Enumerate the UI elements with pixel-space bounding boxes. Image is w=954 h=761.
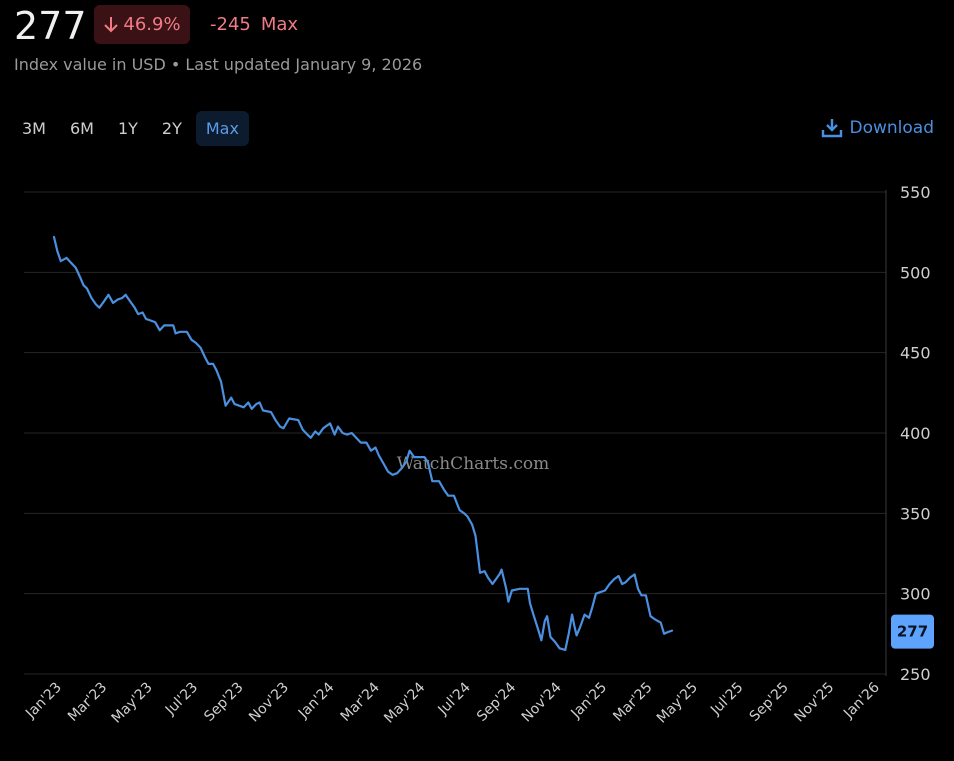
y-tick-label: 250 bbox=[900, 665, 931, 684]
x-tick-label: May'25 bbox=[654, 680, 701, 727]
chart-gridlines bbox=[24, 191, 886, 675]
y-axis-ticks: 550 500 450 400 350 300 250 bbox=[900, 183, 931, 684]
y-tick-label: 300 bbox=[900, 585, 931, 604]
x-tick-label: Jul'23 bbox=[162, 680, 201, 719]
current-value: 277 bbox=[14, 4, 87, 48]
y-tick-label: 500 bbox=[900, 263, 931, 282]
download-button[interactable]: Download bbox=[821, 117, 934, 139]
watermark: WatchCharts.com bbox=[397, 454, 550, 474]
absolute-change: -245 Max bbox=[210, 14, 298, 35]
x-tick-label: Sep'23 bbox=[201, 680, 246, 725]
series-line bbox=[52, 235, 674, 651]
tab-3m[interactable]: 3M bbox=[22, 119, 46, 138]
x-tick-label: Mar'24 bbox=[338, 679, 383, 724]
subtitle: Index value in USD • Last updated Januar… bbox=[14, 55, 423, 74]
tab-1y[interactable]: 1Y bbox=[117, 119, 138, 138]
x-tick-label: Mar'23 bbox=[65, 680, 110, 725]
x-tick-label: Jan'26 bbox=[840, 679, 883, 722]
x-tick-label: Jan'25 bbox=[568, 680, 611, 723]
range-label: Max bbox=[260, 14, 299, 35]
tab-2y[interactable]: 2Y bbox=[161, 119, 182, 138]
x-tick-label: Sep'24 bbox=[474, 679, 519, 724]
x-tick-label: Nov'25 bbox=[791, 680, 837, 726]
tab-max[interactable]: Max bbox=[195, 111, 249, 146]
y-tick-label: 350 bbox=[900, 504, 931, 523]
x-tick-label: Mar'25 bbox=[610, 680, 655, 725]
tab-6m[interactable]: 6M bbox=[69, 119, 94, 138]
absolute-change-value: -245 bbox=[210, 14, 251, 35]
y-tick-label: 450 bbox=[900, 344, 931, 363]
x-tick-label: Jan'23 bbox=[22, 680, 65, 723]
last-value-badge bbox=[891, 614, 934, 649]
x-tick-label: May'24 bbox=[381, 679, 428, 726]
x-tick-label: May'23 bbox=[109, 680, 156, 727]
percent-change-badge: 46.9% bbox=[94, 5, 190, 44]
download-label: Download bbox=[849, 118, 934, 138]
last-value-label: 277 bbox=[897, 623, 928, 641]
x-tick-label: Nov'24 bbox=[519, 679, 565, 725]
y-tick-label: 550 bbox=[900, 183, 931, 202]
x-tick-label: Sep'25 bbox=[747, 680, 792, 725]
download-icon bbox=[822, 119, 843, 138]
arrow-down-icon bbox=[104, 16, 119, 32]
range-tabs: 3M 6M 1Y 2Y Max bbox=[12, 111, 249, 146]
x-tick-label: Nov'23 bbox=[246, 680, 292, 726]
x-tick-label: Jul'25 bbox=[707, 680, 746, 719]
percent-change: 46.9% bbox=[123, 14, 181, 35]
x-tick-label: Jan'24 bbox=[295, 679, 338, 722]
y-tick-label: 400 bbox=[900, 424, 931, 443]
last-value-marker: 277 bbox=[891, 614, 934, 649]
x-tick-label: Jul'24 bbox=[435, 679, 474, 718]
